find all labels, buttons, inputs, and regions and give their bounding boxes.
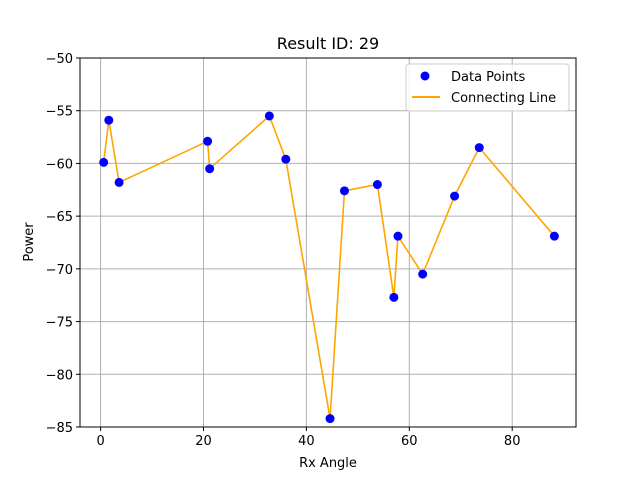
data-point bbox=[203, 136, 213, 146]
data-point bbox=[450, 191, 460, 201]
legend-scatter-marker bbox=[420, 71, 430, 81]
x-tick-label: 20 bbox=[195, 434, 212, 449]
data-point bbox=[474, 143, 484, 153]
connecting-line-layer bbox=[102, 115, 556, 420]
y-axis-ticks: −85 −80 −75 −70 −65 −60 −55 −50 bbox=[46, 52, 80, 436]
data-point bbox=[205, 164, 215, 174]
data-point bbox=[549, 231, 559, 241]
y-tick-label: −70 bbox=[46, 263, 73, 278]
plot-frame bbox=[79, 57, 577, 428]
data-point bbox=[281, 154, 291, 164]
x-axis-ticks: 0 20 40 60 80 bbox=[96, 427, 520, 449]
y-tick-label: −85 bbox=[46, 421, 73, 436]
legend-label-connecting-line: Connecting Line bbox=[451, 91, 556, 106]
y-tick-label: −65 bbox=[46, 210, 73, 225]
y-tick-label: −50 bbox=[46, 52, 73, 67]
connecting-line bbox=[102, 115, 556, 420]
x-tick-label: 40 bbox=[298, 434, 315, 449]
data-point bbox=[389, 292, 399, 302]
legend: Data Points Connecting Line bbox=[405, 63, 570, 112]
data-point bbox=[104, 115, 114, 125]
y-tick-label: −60 bbox=[46, 157, 73, 172]
data-point bbox=[264, 111, 274, 121]
data-point bbox=[339, 186, 349, 196]
data-points-layer bbox=[99, 111, 559, 424]
data-point bbox=[325, 414, 335, 424]
data-point bbox=[393, 231, 403, 241]
y-tick-label: −75 bbox=[46, 316, 73, 331]
chart-title: Result ID: 29 bbox=[277, 34, 379, 53]
legend-box bbox=[405, 63, 570, 112]
y-tick-label: −55 bbox=[46, 105, 73, 120]
data-point bbox=[99, 157, 109, 167]
y-axis-label: Power bbox=[22, 222, 37, 262]
data-point bbox=[114, 177, 124, 187]
y-tick-label: −80 bbox=[46, 368, 73, 383]
x-tick-label: 80 bbox=[504, 434, 521, 449]
x-tick-label: 60 bbox=[401, 434, 418, 449]
x-axis-label: Rx Angle bbox=[299, 456, 357, 471]
data-point bbox=[372, 180, 382, 190]
x-tick-label: 0 bbox=[96, 434, 104, 449]
data-point bbox=[418, 269, 428, 279]
legend-label-data-points: Data Points bbox=[451, 70, 525, 85]
